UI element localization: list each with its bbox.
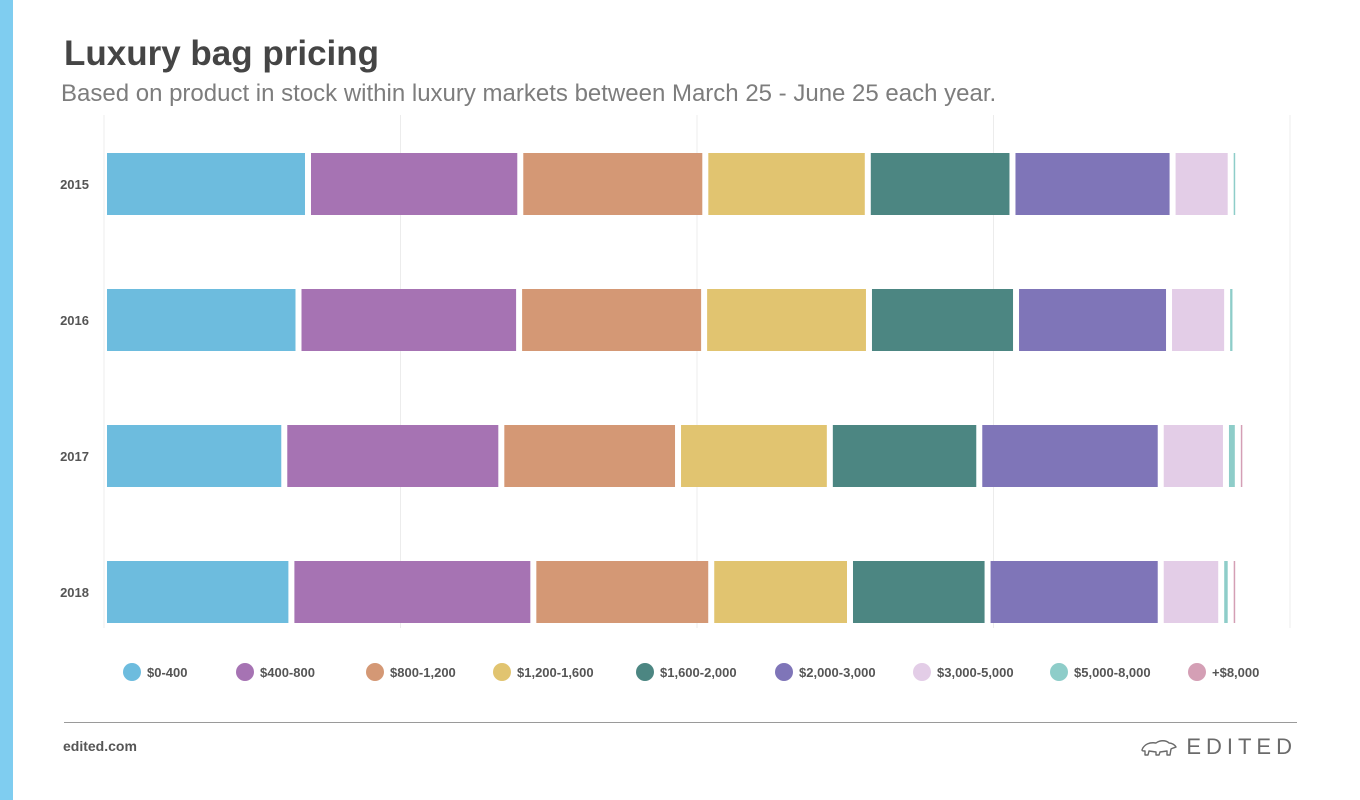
legend-swatch [123,663,141,681]
bar-segment [504,425,676,487]
bar-segment [107,153,305,215]
polar-bear-icon [1141,740,1178,756]
legend-label: $3,000-5,000 [937,665,1014,680]
legend-label: $2,000-3,000 [799,665,876,680]
bar-segment [681,425,827,487]
legend-swatch [913,663,931,681]
stacked-bar-chart: 2015 2016 2017 2018 $0-400 $400-800 $800-1,200… [60,115,1291,681]
bar-segment [832,425,977,487]
bar-segment [1230,289,1233,351]
legend-label: $800-1,200 [390,665,456,680]
legend-label: $0-400 [147,665,187,680]
legend-swatch [1188,663,1206,681]
accent-bar [0,0,13,800]
page-subtitle: Based on product in stock within luxury … [61,80,997,107]
brand-logo: EDITED [1140,734,1297,760]
legend-swatch [236,663,254,681]
brand-name: EDITED [1186,734,1297,759]
bar-segment [1163,425,1223,487]
bar-segment [107,289,296,351]
bar-segment [1233,561,1236,623]
bar-segment [708,153,865,215]
bar-segment [1172,289,1225,351]
category-label: 2018 [60,585,89,600]
legend-swatch [636,663,654,681]
bar-segment [982,425,1158,487]
bar-segment [310,153,518,215]
bar-segment [1228,425,1235,487]
legend-swatch [775,663,793,681]
bar-segment [1163,561,1219,623]
bar-segment [287,425,499,487]
bar-segment [870,153,1010,215]
page-title: Luxury bag pricing [64,34,380,73]
category-label: 2016 [60,313,89,328]
legend-swatch [493,663,511,681]
legend-swatch [1050,663,1068,681]
legend-label: $5,000-8,000 [1074,665,1151,680]
bar-segment [1240,425,1243,487]
footer-site-link[interactable]: edited.com [63,738,137,754]
bar-segment [1175,153,1228,215]
bar-segment [107,425,282,487]
bar-segment [707,289,866,351]
bar-segment [536,561,709,623]
bar-segment [522,289,702,351]
legend-label: $1,200-1,600 [517,665,594,680]
bar-segment [714,561,847,623]
category-label: 2015 [60,177,89,192]
category-label: 2017 [60,449,89,464]
legend-label: $1,600-2,000 [660,665,737,680]
legend-label: $400-800 [260,665,315,680]
bar-segment [1233,153,1236,215]
bar-segment [107,561,289,623]
bar-segment [1019,289,1167,351]
bar-segment [871,289,1014,351]
bar-segment [852,561,985,623]
bar-segment [990,561,1158,623]
footer-divider [64,722,1297,723]
legend-label: +$8,000 [1212,665,1259,680]
bar-segment [1224,561,1228,623]
bar-segment [1015,153,1170,215]
bar-segment [523,153,703,215]
bar-segment [294,561,531,623]
bar-segment [301,289,517,351]
legend-swatch [366,663,384,681]
